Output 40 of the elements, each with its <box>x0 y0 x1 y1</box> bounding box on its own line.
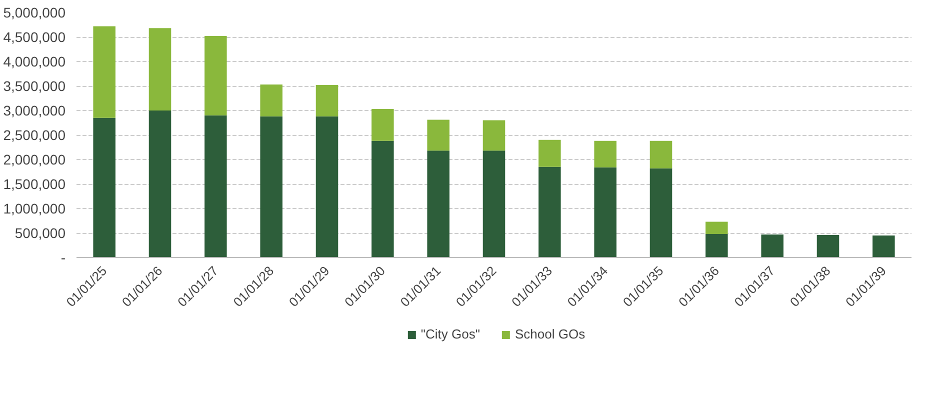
y-tick-label: 4,000,000 <box>3 54 66 70</box>
bar <box>482 150 506 258</box>
y-tick-label: 4,500,000 <box>3 29 66 45</box>
y-tick-label: 2,500,000 <box>3 127 66 143</box>
y-tick-label: 1,000,000 <box>3 200 66 216</box>
y-tick-label: 3,000,000 <box>3 102 66 118</box>
bar <box>148 110 172 258</box>
bar <box>427 150 450 258</box>
bar <box>93 26 116 118</box>
bar <box>650 140 672 168</box>
bar <box>372 109 394 141</box>
y-tick-label: 1,500,000 <box>3 176 66 192</box>
y-tick-label: 3,500,000 <box>3 78 66 94</box>
bar <box>872 235 895 258</box>
bar <box>706 222 728 234</box>
bar <box>427 120 450 151</box>
bar <box>148 28 172 110</box>
bar <box>260 116 282 258</box>
bar <box>594 140 616 168</box>
bar <box>594 167 616 258</box>
bar <box>816 234 840 258</box>
y-tick-label: 2,000,000 <box>3 152 66 168</box>
bar <box>650 168 672 258</box>
bar <box>761 234 784 258</box>
legend-label: School GOs <box>514 326 586 342</box>
y-tick-label: 5,000,000 <box>3 4 66 20</box>
bar <box>538 140 561 167</box>
bar <box>372 140 394 258</box>
bar <box>204 115 227 258</box>
bar <box>316 85 338 116</box>
bar <box>93 118 116 258</box>
bar <box>538 166 561 258</box>
y-tick-label: - <box>60 250 66 266</box>
bar <box>316 116 338 258</box>
bar <box>706 234 728 258</box>
legend-label: "City Gos" <box>420 326 480 342</box>
bar <box>204 36 227 116</box>
bar <box>260 84 282 116</box>
bar <box>482 120 506 151</box>
y-tick-label: 500,000 <box>14 225 66 241</box>
